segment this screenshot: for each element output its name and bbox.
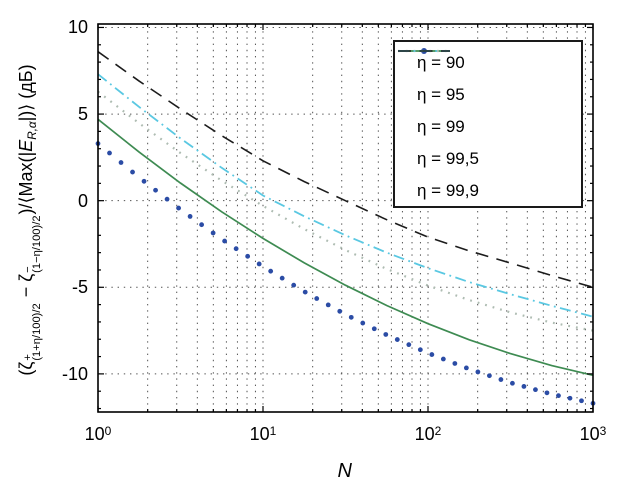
legend-label: η = 99 (417, 117, 465, 136)
x-tick-label: 101 (249, 424, 277, 444)
ylabel-supsub-stack: + (1+η/100)/2 (22, 303, 44, 361)
x-tick-label: 102 (414, 424, 442, 444)
ylabel-supsub-stack: − (1−η/100)/2 (22, 215, 44, 273)
x-tick-label: 103 (579, 424, 607, 444)
y-tick-label: 10 (67, 17, 88, 38)
series-eta-90 (95, 141, 596, 406)
legend-row-eta-99: η = 99 (395, 49, 581, 143)
y-tick-label: -5 (71, 277, 88, 298)
y-tick-label: 0 (77, 190, 88, 211)
y-tick-label: 5 (77, 104, 88, 125)
legend-label: η = 99,5 (417, 149, 479, 168)
legend-row-eta-90: η = 90 (395, 47, 581, 79)
legend-row-eta-95: η = 95 (395, 50, 581, 111)
series-eta-99 (97, 90, 594, 332)
x-axis-label: N (337, 460, 352, 482)
x-tick-label: 100 (84, 424, 112, 444)
series-eta-95 (97, 118, 594, 377)
grid-lines (99, 25, 592, 411)
legend: η = 90 η = 95 η = 99 η = 99,5 η = 99,9 (393, 40, 583, 208)
legend-label: η = 99,9 (417, 181, 479, 200)
legend-row-eta-99-9: η = 99,9 (395, 50, 581, 207)
legend-row-eta-99-5: η = 99,5 (395, 50, 581, 175)
legend-label: η = 90 (417, 53, 465, 72)
series-eta-99-5 (97, 73, 594, 318)
y-tick-label: -10 (61, 363, 88, 384)
legend-swatch-dashed-icon (398, 50, 450, 52)
axes-box (97, 23, 594, 413)
legend-label: η = 95 (417, 85, 465, 104)
series-eta-99-9 (97, 51, 594, 289)
